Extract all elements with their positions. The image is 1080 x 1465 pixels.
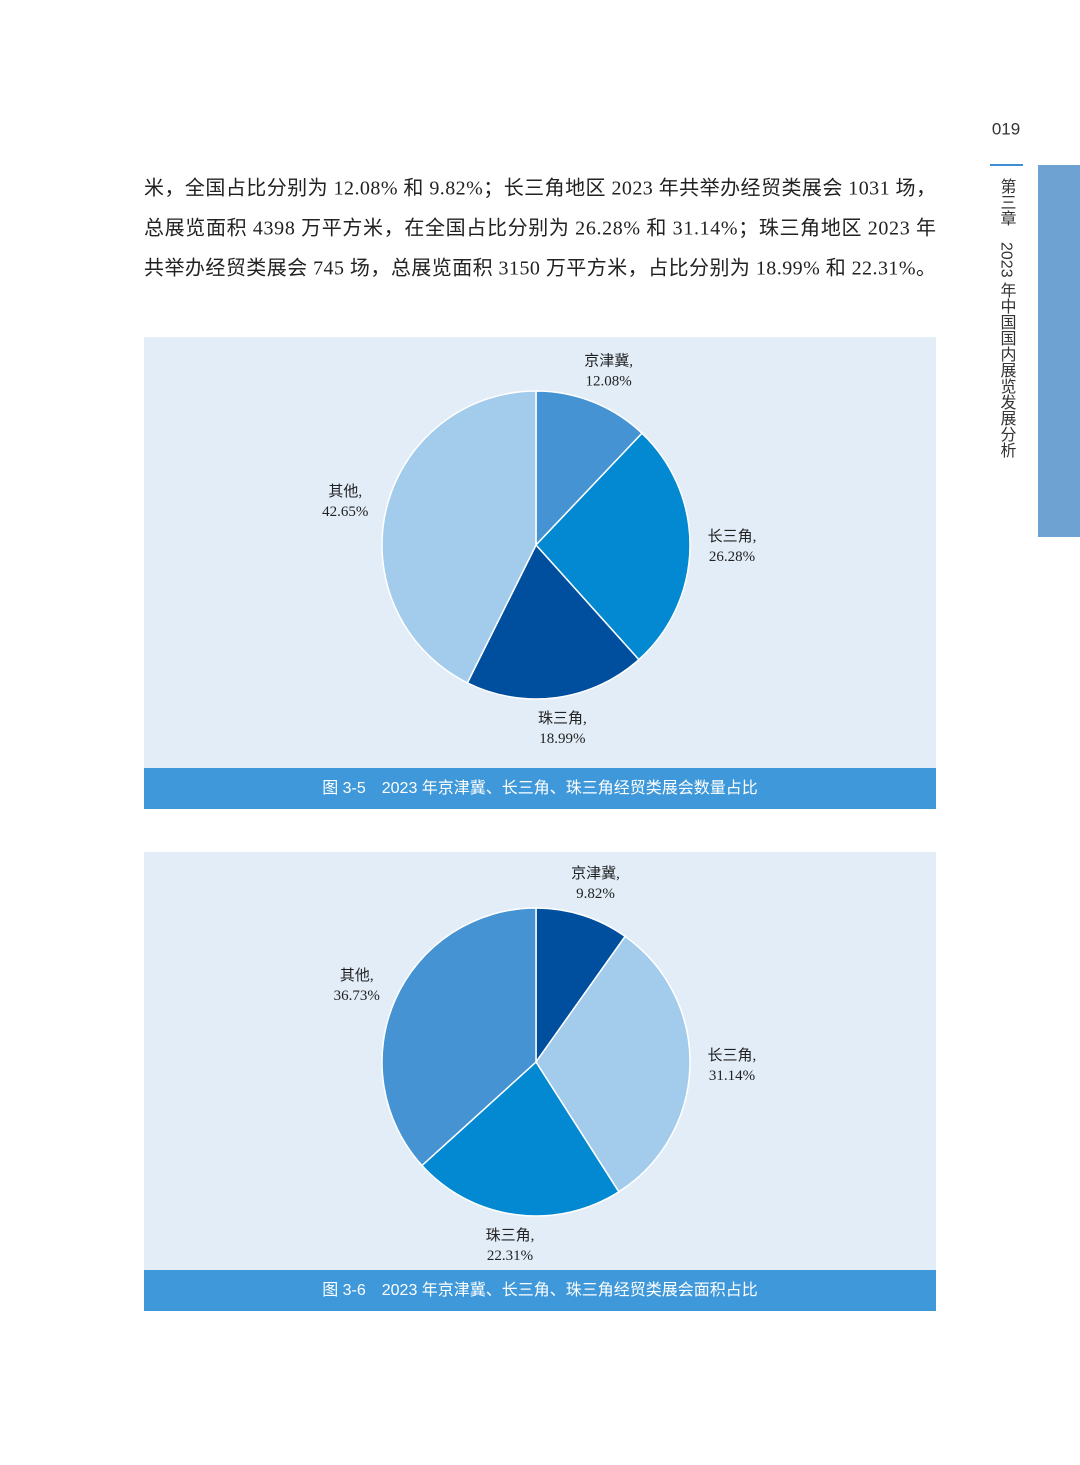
slice-label: 长三角, bbox=[708, 528, 757, 545]
pie-slice bbox=[535, 390, 644, 547]
slice-label: 京津冀, bbox=[571, 865, 620, 882]
slice-value-label: 42.65% bbox=[322, 504, 368, 520]
slice-value-label: 36.73% bbox=[334, 988, 380, 1004]
pie-slice bbox=[466, 543, 640, 700]
page-number: 019 bbox=[992, 119, 1020, 138]
slice-label: 京津冀, bbox=[584, 353, 633, 370]
slice-value-label: 9.82% bbox=[576, 886, 615, 902]
slice-value-label: 12.08% bbox=[585, 374, 631, 390]
slice-label: 珠三角, bbox=[538, 710, 587, 727]
caption-bar bbox=[144, 1270, 936, 1311]
chart-caption: 图 3-6 2023 年京津冀、长三角、珠三角经贸类展会面积占比 bbox=[322, 1281, 758, 1299]
paragraph-line: 米，全国占比分别为 12.08% 和 9.82%；长三角地区 2023 年共举办… bbox=[144, 177, 936, 200]
slice-label: 其他, bbox=[328, 483, 362, 500]
slice-label: 其他, bbox=[340, 967, 374, 984]
pie-slice bbox=[381, 907, 537, 1167]
slice-value-label: 26.28% bbox=[709, 549, 755, 565]
caption-bar bbox=[144, 768, 936, 809]
slice-value-label: 31.14% bbox=[709, 1068, 755, 1084]
pie-slice bbox=[535, 907, 627, 1065]
slice-label: 珠三角, bbox=[486, 1227, 535, 1244]
side-tab bbox=[1038, 165, 1080, 537]
pie-slice bbox=[535, 935, 691, 1193]
paragraph-line: 共举办经贸类展会 745 场，总展览面积 3150 万平方米，占比分别为 18.… bbox=[144, 257, 936, 280]
pie-slice bbox=[420, 1060, 620, 1217]
chapter-title: 第三章 2023 年中国国内展览发展分析 bbox=[998, 178, 1017, 458]
slice-label: 长三角, bbox=[708, 1047, 757, 1064]
slice-value-label: 18.99% bbox=[539, 731, 585, 747]
paragraph-line: 总展览面积 4398 万平方米，在全国占比分别为 26.28% 和 31.14%… bbox=[144, 217, 936, 240]
pie-slice bbox=[534, 432, 691, 661]
pie-slice bbox=[381, 390, 537, 684]
slice-value-label: 22.31% bbox=[487, 1248, 533, 1264]
chart-caption: 图 3-5 2023 年京津冀、长三角、珠三角经贸类展会数量占比 bbox=[322, 779, 758, 797]
